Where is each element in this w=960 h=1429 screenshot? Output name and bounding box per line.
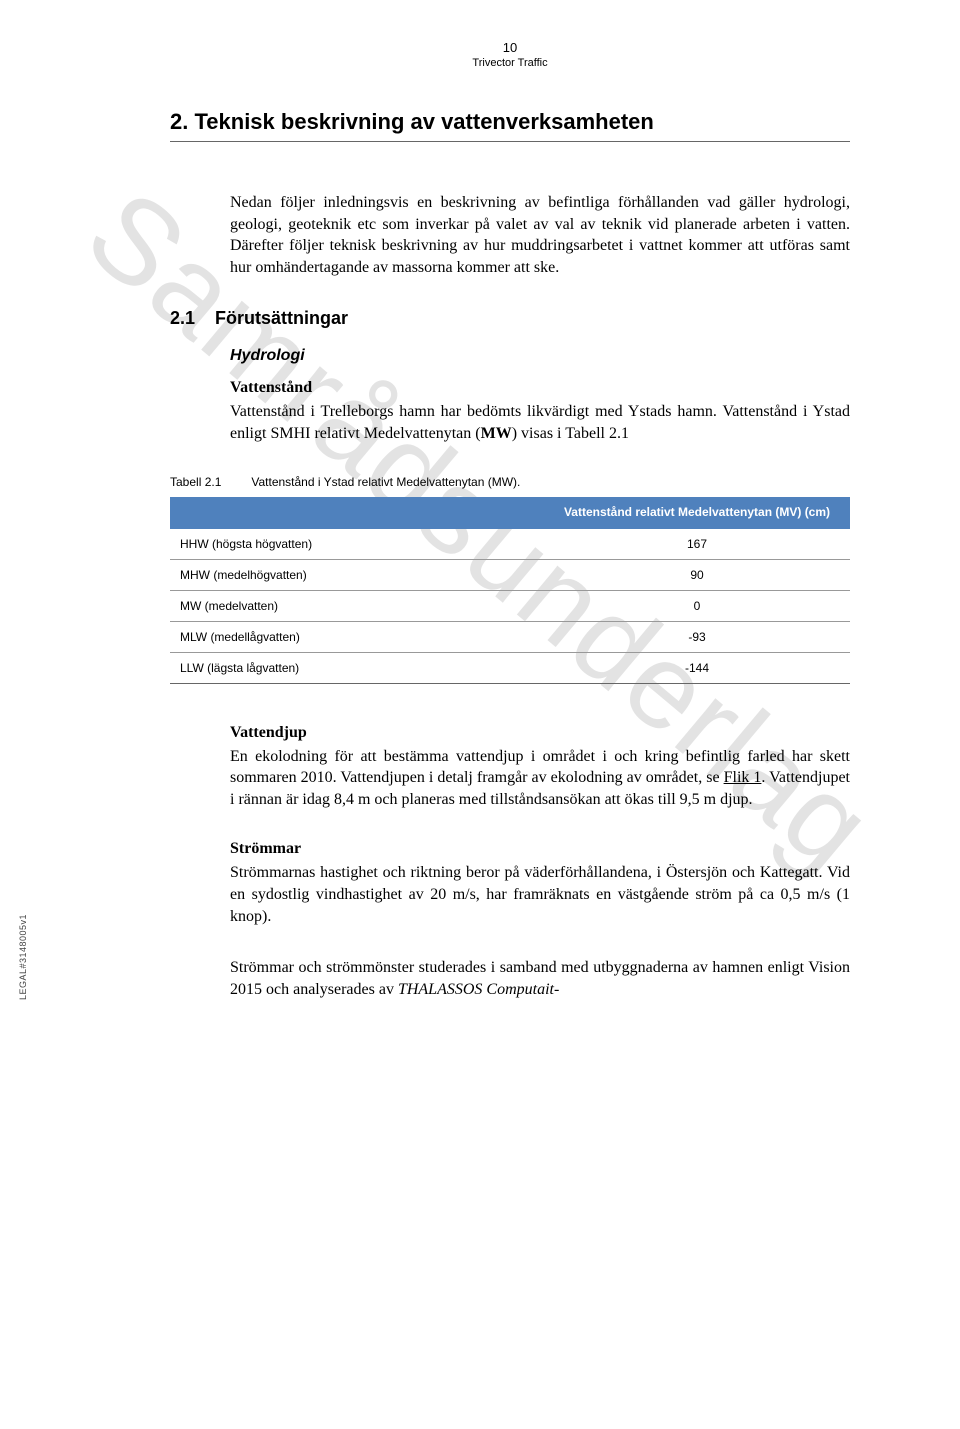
table-row: MLW (medellågvatten) -93 [170,621,850,652]
intro-paragraph: Nedan följer inledningsvis en beskrivnin… [230,192,850,278]
table-cell-value: 90 [544,559,850,590]
table-cell-label: MLW (medellågvatten) [170,621,544,652]
table-label: Tabell 2.1 [170,475,221,489]
section-title: 2. Teknisk beskrivning av vattenverksamh… [170,109,850,135]
vattenstand-paragraph: Vattenstånd i Trelleborgs hamn har bedöm… [230,401,850,444]
table-cell-value: 0 [544,590,850,621]
vattenstand-table: Vattenstånd relativt Medelvattenytan (MV… [170,497,850,684]
table-header-col1 [170,497,544,528]
table-cell-value: 167 [544,528,850,560]
vattenstand-text-b: ) visas i Tabell 2.1 [512,425,629,442]
table-row: MHW (medelhögvatten) 90 [170,559,850,590]
table-row: HHW (högsta högvatten) 167 [170,528,850,560]
table-cell-label: LLW (lägsta lågvatten) [170,652,544,683]
section-divider [170,141,850,142]
vattenstand-heading: Vattenstånd [230,379,850,397]
subsection-title: 2.1 Förutsättningar [170,308,850,329]
strommar-paragraph-2: Strömmar och strömmönster studerades i s… [230,957,850,1000]
thalassos-italic: THALASSOS Computait- [398,981,559,998]
flik-link: Flik 1 [724,769,762,786]
strommar-heading: Strömmar [230,840,850,858]
vattendjup-heading: Vattendjup [230,724,850,742]
table-cell-label: HHW (högsta högvatten) [170,528,544,560]
header-subtitle: Trivector Traffic [170,57,850,69]
table-cell-label: MHW (medelhögvatten) [170,559,544,590]
hydrologi-heading: Hydrologi [230,347,850,365]
table-row: LLW (lägsta lågvatten) -144 [170,652,850,683]
table-cell-label: MW (medelvatten) [170,590,544,621]
side-legal-label: LEGAL#3148005v1 [18,914,28,1000]
table-caption: Vattenstånd i Ystad relativt Medelvatten… [251,475,850,489]
table-cell-value: -93 [544,621,850,652]
table-cell-value: -144 [544,652,850,683]
vattendjup-paragraph: En ekolodning för att bestämma vattendju… [230,746,850,811]
table-header-col2: Vattenstånd relativt Medelvattenytan (MV… [544,497,850,528]
table-row: MW (medelvatten) 0 [170,590,850,621]
mw-bold: MW [481,425,512,442]
page-number: 10 [170,40,850,55]
subsection-number: 2.1 [170,308,195,328]
section-number: 2. [170,109,188,134]
strommar-paragraph-1: Strömmarnas hastighet och riktning beror… [230,862,850,927]
section-title-text: Teknisk beskrivning av vattenverksamhete… [194,109,653,134]
subsection-title-text: Förutsättningar [215,308,348,328]
